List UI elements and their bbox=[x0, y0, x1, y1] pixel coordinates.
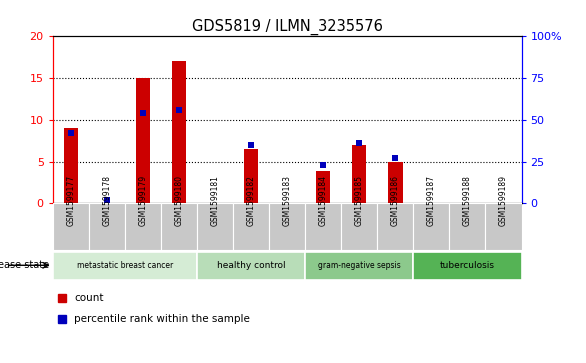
Text: healthy control: healthy control bbox=[217, 261, 285, 270]
Bar bbox=[136, 78, 150, 203]
Text: gram-negative sepsis: gram-negative sepsis bbox=[318, 261, 401, 270]
Bar bbox=[233, 203, 269, 250]
Bar bbox=[413, 203, 449, 250]
Bar bbox=[53, 203, 89, 250]
Text: GSM1599185: GSM1599185 bbox=[355, 175, 364, 226]
Bar bbox=[161, 203, 197, 250]
Text: percentile rank within the sample: percentile rank within the sample bbox=[74, 314, 250, 324]
Bar bbox=[316, 171, 331, 203]
Text: GSM1599178: GSM1599178 bbox=[103, 175, 111, 226]
Bar bbox=[172, 61, 186, 203]
Text: tuberculosis: tuberculosis bbox=[440, 261, 495, 270]
Text: GSM1599181: GSM1599181 bbox=[210, 175, 220, 226]
Text: GSM1599179: GSM1599179 bbox=[138, 175, 148, 226]
Bar bbox=[244, 149, 258, 203]
Bar bbox=[377, 203, 413, 250]
Text: GSM1599187: GSM1599187 bbox=[427, 175, 436, 226]
Text: GSM1599188: GSM1599188 bbox=[463, 175, 472, 226]
Bar bbox=[125, 203, 161, 250]
Bar bbox=[413, 252, 522, 280]
Text: metastatic breast cancer: metastatic breast cancer bbox=[77, 261, 173, 270]
Text: GSM1599184: GSM1599184 bbox=[319, 175, 328, 226]
Text: GSM1599189: GSM1599189 bbox=[499, 175, 508, 226]
Bar bbox=[89, 203, 125, 250]
Bar bbox=[388, 162, 403, 203]
Bar bbox=[352, 145, 366, 203]
Bar bbox=[53, 252, 197, 280]
Bar bbox=[341, 203, 377, 250]
Text: count: count bbox=[74, 293, 104, 303]
Bar bbox=[485, 203, 522, 250]
Bar bbox=[63, 128, 78, 203]
Bar bbox=[449, 203, 485, 250]
Text: GSM1599182: GSM1599182 bbox=[247, 175, 255, 226]
Bar bbox=[197, 252, 305, 280]
Bar bbox=[305, 252, 413, 280]
Text: GSM1599183: GSM1599183 bbox=[282, 175, 292, 226]
Title: GDS5819 / ILMN_3235576: GDS5819 / ILMN_3235576 bbox=[192, 19, 383, 35]
Text: GSM1599186: GSM1599186 bbox=[391, 175, 400, 226]
Bar bbox=[197, 203, 233, 250]
Bar bbox=[305, 203, 341, 250]
Text: GSM1599180: GSM1599180 bbox=[175, 175, 183, 226]
Text: GSM1599177: GSM1599177 bbox=[66, 175, 75, 226]
Text: disease state: disease state bbox=[0, 260, 49, 270]
Bar bbox=[269, 203, 305, 250]
